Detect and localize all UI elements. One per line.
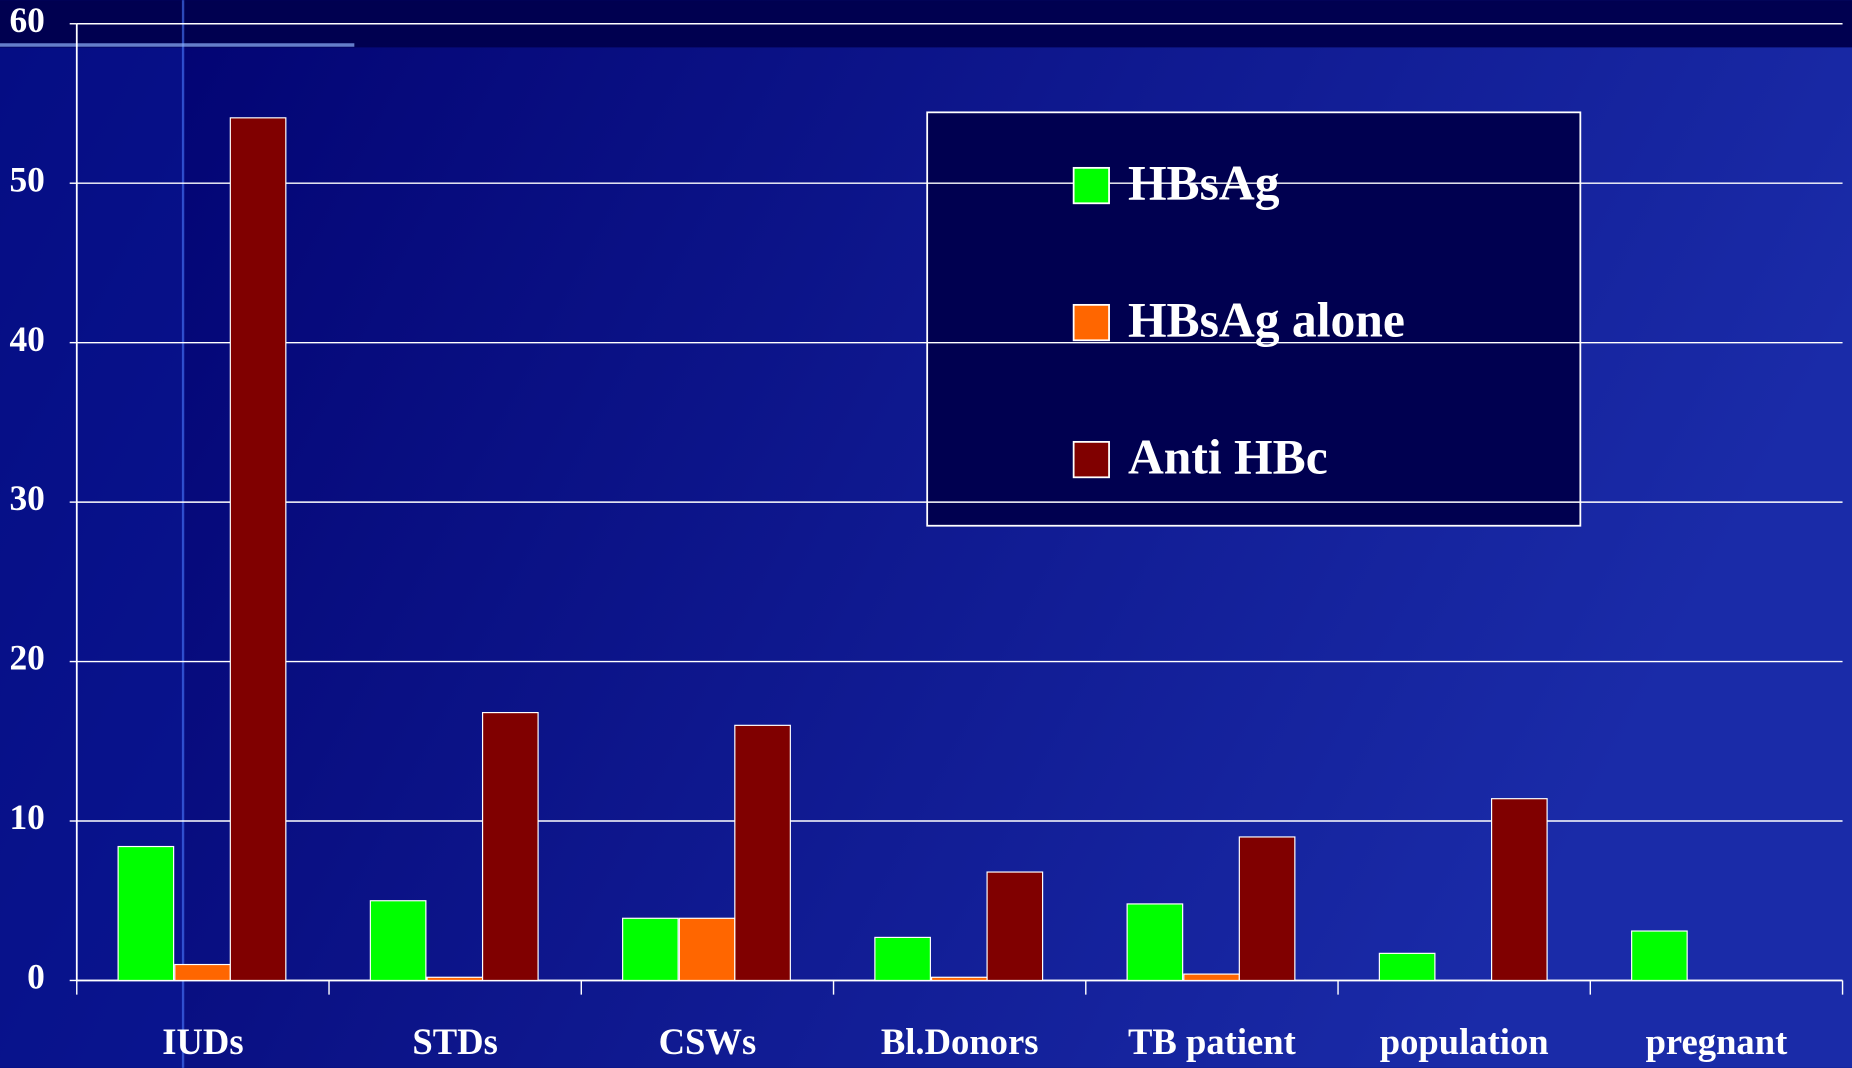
x-tick-label: Bl.Donors [881, 1021, 1039, 1062]
bar [481, 711, 539, 982]
bar [678, 917, 736, 982]
bar [734, 724, 791, 982]
y-tick-label: 60 [9, 0, 44, 40]
y-tick-label: 10 [9, 797, 44, 837]
bar [117, 845, 175, 982]
legend-box [926, 111, 1582, 527]
legend-swatch [1072, 303, 1110, 342]
legend-label: HBsAg alone [1128, 292, 1405, 347]
legend-label: HBsAg [1128, 155, 1280, 210]
y-tick-label: 0 [27, 957, 45, 997]
legend-swatch [1072, 440, 1110, 479]
legend-swatch [1072, 166, 1110, 205]
x-tick-label: CSWs [659, 1021, 757, 1062]
y-tick-label: 20 [9, 638, 44, 678]
bar [1183, 973, 1240, 982]
bar [1126, 903, 1184, 982]
x-tick-label: population [1380, 1021, 1549, 1062]
bar [174, 963, 231, 982]
bar [426, 976, 484, 982]
x-tick-label: TB patient [1128, 1021, 1297, 1062]
bar [874, 936, 931, 982]
bar [1378, 952, 1436, 982]
x-tick-label: IUDs [162, 1021, 243, 1062]
bar [369, 900, 427, 982]
x-tick-label: STDs [412, 1021, 497, 1062]
y-tick-label: 50 [9, 159, 44, 199]
bar [986, 871, 1044, 982]
bar [1490, 798, 1548, 982]
x-tick-label: pregnant [1646, 1021, 1789, 1062]
y-tick-label: 40 [9, 319, 44, 359]
bar [229, 117, 287, 982]
y-tick-label: 30 [9, 478, 44, 518]
bar [1631, 930, 1688, 982]
bar [930, 976, 988, 982]
bar [1238, 836, 1296, 982]
bar [622, 917, 679, 982]
legend-label: Anti HBc [1128, 429, 1328, 484]
